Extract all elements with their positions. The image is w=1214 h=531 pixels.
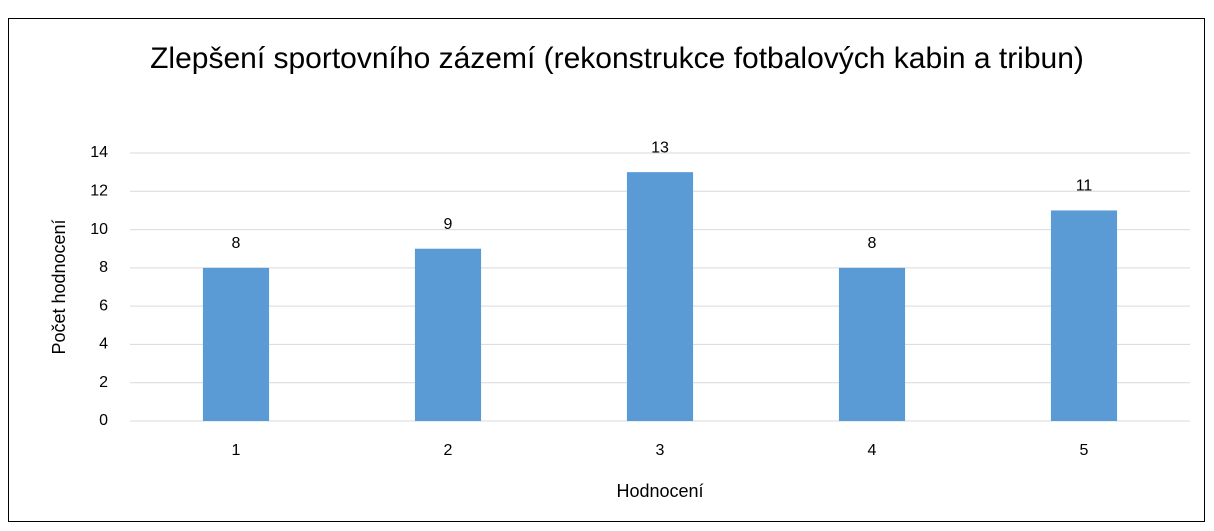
y-tick-label: 0 xyxy=(99,412,108,429)
y-tick-label: 12 xyxy=(90,183,108,200)
x-tick-label: 3 xyxy=(656,442,665,459)
bar xyxy=(626,172,694,421)
y-tick-label: 8 xyxy=(99,259,108,276)
x-tick-label: 2 xyxy=(444,442,453,459)
y-tick-label: 10 xyxy=(90,221,108,238)
chart-title: Zlepšení sportovního zázemí (rekonstrukc… xyxy=(150,42,1084,75)
x-tick-label: 5 xyxy=(1080,442,1089,459)
bar xyxy=(414,248,482,421)
x-tick-label: 1 xyxy=(232,442,241,459)
bar xyxy=(1050,210,1118,421)
bar xyxy=(202,267,270,421)
data-label: 8 xyxy=(232,235,241,252)
chart-frame xyxy=(8,18,1205,522)
data-label: 11 xyxy=(1076,178,1093,195)
x-tick-label: 4 xyxy=(868,442,877,459)
data-label: 8 xyxy=(868,235,877,252)
y-tick-label: 6 xyxy=(99,297,108,314)
y-axis-label: Počet hodnocení xyxy=(49,219,69,354)
y-tick-label: 4 xyxy=(99,336,108,353)
data-label: 9 xyxy=(444,216,453,233)
data-label: 13 xyxy=(651,139,669,156)
y-tick-label: 2 xyxy=(99,374,108,391)
x-axis-label: Hodnocení xyxy=(616,481,703,501)
y-tick-label: 14 xyxy=(90,144,108,161)
bar xyxy=(838,267,906,421)
